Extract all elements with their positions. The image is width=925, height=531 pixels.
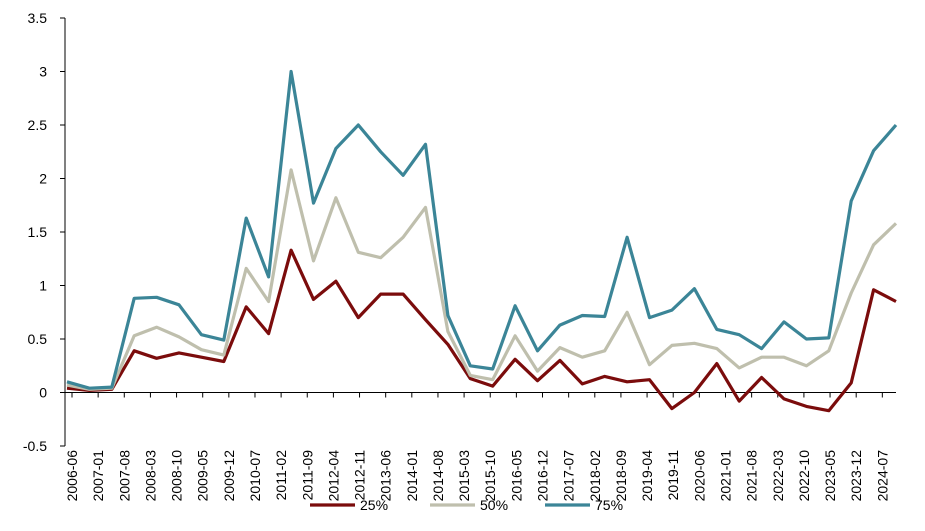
y-tick-label: -0.5 <box>23 438 47 454</box>
x-tick-label: 2006-06 <box>64 450 80 502</box>
x-tick-label: 2018-09 <box>613 450 629 502</box>
x-tick-label: 2022-10 <box>796 450 812 502</box>
line-series <box>66 248 897 413</box>
x-tick-label: 2014-08 <box>430 450 446 502</box>
legend-label: 75% <box>595 497 623 513</box>
x-tick-label: 2008-10 <box>169 450 185 502</box>
x-tick-label: 2015-03 <box>456 450 472 502</box>
legend-label: 50% <box>480 497 508 513</box>
x-tick-label: 2019-04 <box>639 450 655 502</box>
x-tick-label: 2023-05 <box>822 450 838 502</box>
x-tick-label: 2009-12 <box>221 450 237 502</box>
x-tick-label: 2018-02 <box>587 450 603 502</box>
y-tick-label: 3 <box>39 64 47 80</box>
y-tick-label: 2 <box>39 171 47 187</box>
line-series <box>66 69 898 390</box>
y-tick-label: 0.5 <box>28 331 48 347</box>
x-tick-label: 2015-10 <box>482 450 498 502</box>
x-tick-label: 2014-01 <box>404 450 420 502</box>
y-tick-label: 0 <box>39 385 47 401</box>
x-tick-label: 2017-07 <box>561 450 577 502</box>
x-tick-label: 2012-04 <box>325 450 341 502</box>
line-series <box>66 168 898 391</box>
x-tick-label: 2011-02 <box>273 450 289 501</box>
x-tick-label: 2022-03 <box>770 450 786 502</box>
y-tick-label: 1.5 <box>28 224 48 240</box>
x-tick-label: 2016-12 <box>535 450 551 502</box>
x-tick-label: 2019-11 <box>665 450 681 501</box>
x-tick-label: 2011-09 <box>299 450 315 501</box>
y-tick-label: 2.5 <box>28 117 48 133</box>
x-tick-label: 2024-07 <box>874 450 890 502</box>
x-tick-label: 2007-08 <box>116 450 132 502</box>
legend-label: 25% <box>360 497 388 513</box>
y-tick-label: 3.5 <box>28 10 48 26</box>
x-tick-label: 2008-03 <box>142 450 158 502</box>
x-tick-label: 2021-01 <box>717 450 733 502</box>
x-tick-label: 2016-05 <box>508 450 524 502</box>
x-tick-label: 2007-01 <box>90 450 106 502</box>
x-tick-label: 2020-06 <box>691 450 707 502</box>
x-tick-label: 2009-05 <box>195 450 211 502</box>
y-tick-label: 1 <box>39 278 47 294</box>
x-tick-label: 2010-07 <box>247 450 263 502</box>
x-tick-label: 2023-12 <box>848 450 864 502</box>
x-tick-label: 2013-06 <box>378 450 394 502</box>
x-tick-label: 2012-11 <box>352 450 368 501</box>
x-tick-label: 2021-08 <box>744 450 760 502</box>
